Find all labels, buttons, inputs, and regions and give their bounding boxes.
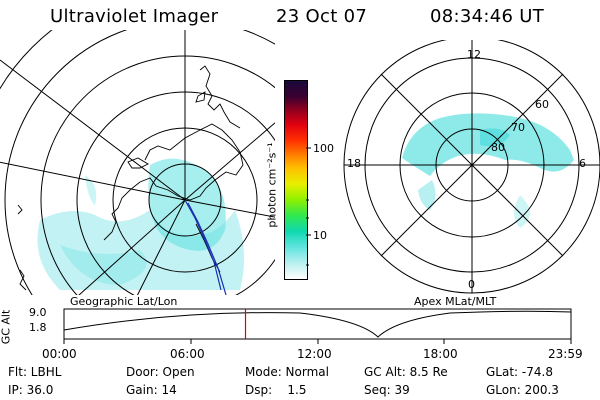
- info-mode: Mode: Normal: [245, 365, 329, 379]
- info-filter: Flt: LBHL: [8, 365, 62, 379]
- timeline-ytick-min: 1.8: [29, 321, 47, 334]
- altitude-curve: [63, 310, 572, 338]
- timeline-xtick-1200: 12:00: [297, 347, 332, 361]
- mlt-lines: [344, 40, 600, 293]
- date-label: 23 Oct 07: [276, 6, 368, 27]
- timeline-xtick-0600: 06:00: [170, 347, 205, 361]
- info-gc-alt: GC Alt: 8.5 Re: [364, 365, 448, 379]
- info-ip: IP: 36.0: [8, 383, 54, 397]
- colorbar-tick-100: 100: [313, 142, 334, 155]
- altitude-timeline: [63, 308, 572, 344]
- timeline-xtick-1800: 18:00: [423, 347, 458, 361]
- time-label: 08:34:46 UT: [430, 6, 545, 27]
- intensity-colorbar: [284, 80, 308, 280]
- info-dsp: Dsp: 1.5: [245, 383, 307, 397]
- instrument-title: Ultraviolet Imager: [50, 6, 219, 27]
- mlat-label-70: 70: [511, 121, 525, 134]
- mlat-label-60: 60: [535, 98, 549, 111]
- timeline-ytick-max: 9.0: [29, 306, 47, 319]
- colorbar-tick-10: 10: [313, 229, 327, 242]
- mlt-label-6: 6: [579, 157, 586, 170]
- info-gain: Gain: 14: [126, 383, 177, 397]
- info-door: Door: Open: [126, 365, 195, 379]
- coastline: [17, 65, 244, 291]
- satellite-track: [184, 199, 227, 295]
- mlt-label-18: 18: [347, 157, 361, 170]
- meridian-lines: [0, 30, 275, 295]
- magnetic-polar-plot: [343, 40, 600, 294]
- right-panel-caption: Apex MLat/MLT: [414, 295, 497, 308]
- info-seq: Seq: 39: [364, 383, 410, 397]
- timeline-xtick-2359: 23:59: [548, 347, 583, 361]
- mlat-label-80: 80: [491, 141, 505, 154]
- colorbar-unit-label: photon cm⁻²s⁻¹: [265, 142, 279, 228]
- mlt-label-0: 0: [468, 278, 475, 291]
- info-glat: GLat: -74.8: [486, 365, 553, 379]
- aurora-oval: [402, 113, 574, 228]
- timeline-xtick-0000: 00:00: [42, 347, 77, 361]
- colorbar-ticks: [306, 147, 311, 266]
- info-glon: GLon: 200.3: [486, 383, 559, 397]
- mlt-label-12: 12: [467, 48, 481, 61]
- geographic-map: [0, 30, 275, 295]
- aurora-emission-left: [37, 158, 244, 290]
- left-panel-caption: Geographic Lat/Lon: [70, 295, 178, 308]
- timeline-xtick-marks: [63, 339, 572, 344]
